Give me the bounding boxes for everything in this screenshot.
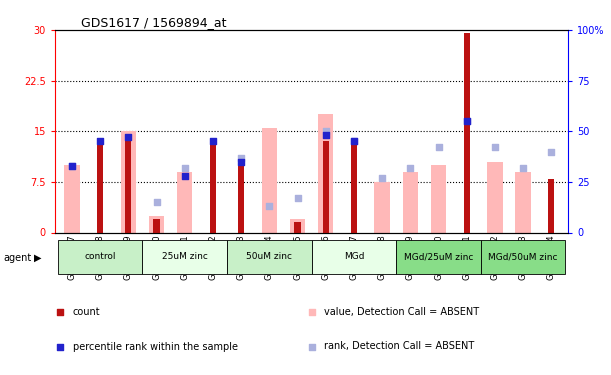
Bar <box>318 114 334 232</box>
FancyBboxPatch shape <box>58 240 142 274</box>
Bar <box>351 141 357 232</box>
Point <box>462 118 472 124</box>
Bar <box>290 219 306 232</box>
Point <box>180 173 189 179</box>
Point <box>180 165 189 171</box>
Point <box>406 165 415 171</box>
Point <box>321 128 331 134</box>
Bar <box>148 216 164 232</box>
Point <box>265 203 274 209</box>
Bar <box>125 135 131 232</box>
Bar <box>375 182 390 232</box>
Bar <box>548 178 554 232</box>
Bar <box>177 172 192 232</box>
Bar <box>238 165 244 232</box>
FancyBboxPatch shape <box>312 240 396 274</box>
FancyBboxPatch shape <box>396 240 481 274</box>
Point <box>546 148 556 154</box>
Bar <box>403 172 418 232</box>
Point <box>67 163 77 169</box>
Point <box>321 132 331 138</box>
Point <box>377 175 387 181</box>
Bar <box>120 131 136 232</box>
Point <box>434 144 444 150</box>
Point <box>490 144 500 150</box>
Bar <box>64 165 79 232</box>
Point <box>307 344 316 350</box>
Point <box>236 159 246 165</box>
Point <box>462 118 472 124</box>
FancyBboxPatch shape <box>481 240 565 274</box>
Bar <box>262 128 277 232</box>
Text: percentile rank within the sample: percentile rank within the sample <box>73 342 238 351</box>
Point <box>307 309 316 315</box>
Point <box>293 195 302 201</box>
Text: MGd: MGd <box>343 252 364 261</box>
Point <box>55 309 65 315</box>
Text: MGd/50uM zinc: MGd/50uM zinc <box>488 252 558 261</box>
FancyBboxPatch shape <box>227 240 312 274</box>
Text: ▶: ▶ <box>34 253 41 263</box>
Point <box>236 154 246 160</box>
Text: GDS1617 / 1569894_at: GDS1617 / 1569894_at <box>81 16 226 29</box>
Point <box>349 138 359 144</box>
Text: control: control <box>84 252 116 261</box>
Bar <box>515 172 531 232</box>
Point <box>123 134 133 140</box>
Text: value, Detection Call = ABSENT: value, Detection Call = ABSENT <box>324 307 480 317</box>
Text: rank, Detection Call = ABSENT: rank, Detection Call = ABSENT <box>324 342 475 351</box>
Point <box>208 138 218 144</box>
Point <box>152 199 161 205</box>
Point <box>55 344 65 350</box>
Bar <box>431 165 446 232</box>
FancyBboxPatch shape <box>142 240 227 274</box>
Text: 25uM zinc: 25uM zinc <box>162 252 208 261</box>
Bar <box>153 219 159 232</box>
Text: 50uM zinc: 50uM zinc <box>246 252 292 261</box>
Text: count: count <box>73 307 101 317</box>
Bar <box>487 162 503 232</box>
Bar <box>295 222 301 232</box>
Point <box>67 163 77 169</box>
Bar <box>323 141 329 232</box>
Point <box>518 165 528 171</box>
Text: agent: agent <box>3 253 31 263</box>
Point <box>349 138 359 144</box>
Bar <box>210 145 216 232</box>
Text: MGd/25uM zinc: MGd/25uM zinc <box>404 252 473 261</box>
Point <box>95 138 105 144</box>
Bar <box>464 33 470 232</box>
Bar <box>97 141 103 232</box>
